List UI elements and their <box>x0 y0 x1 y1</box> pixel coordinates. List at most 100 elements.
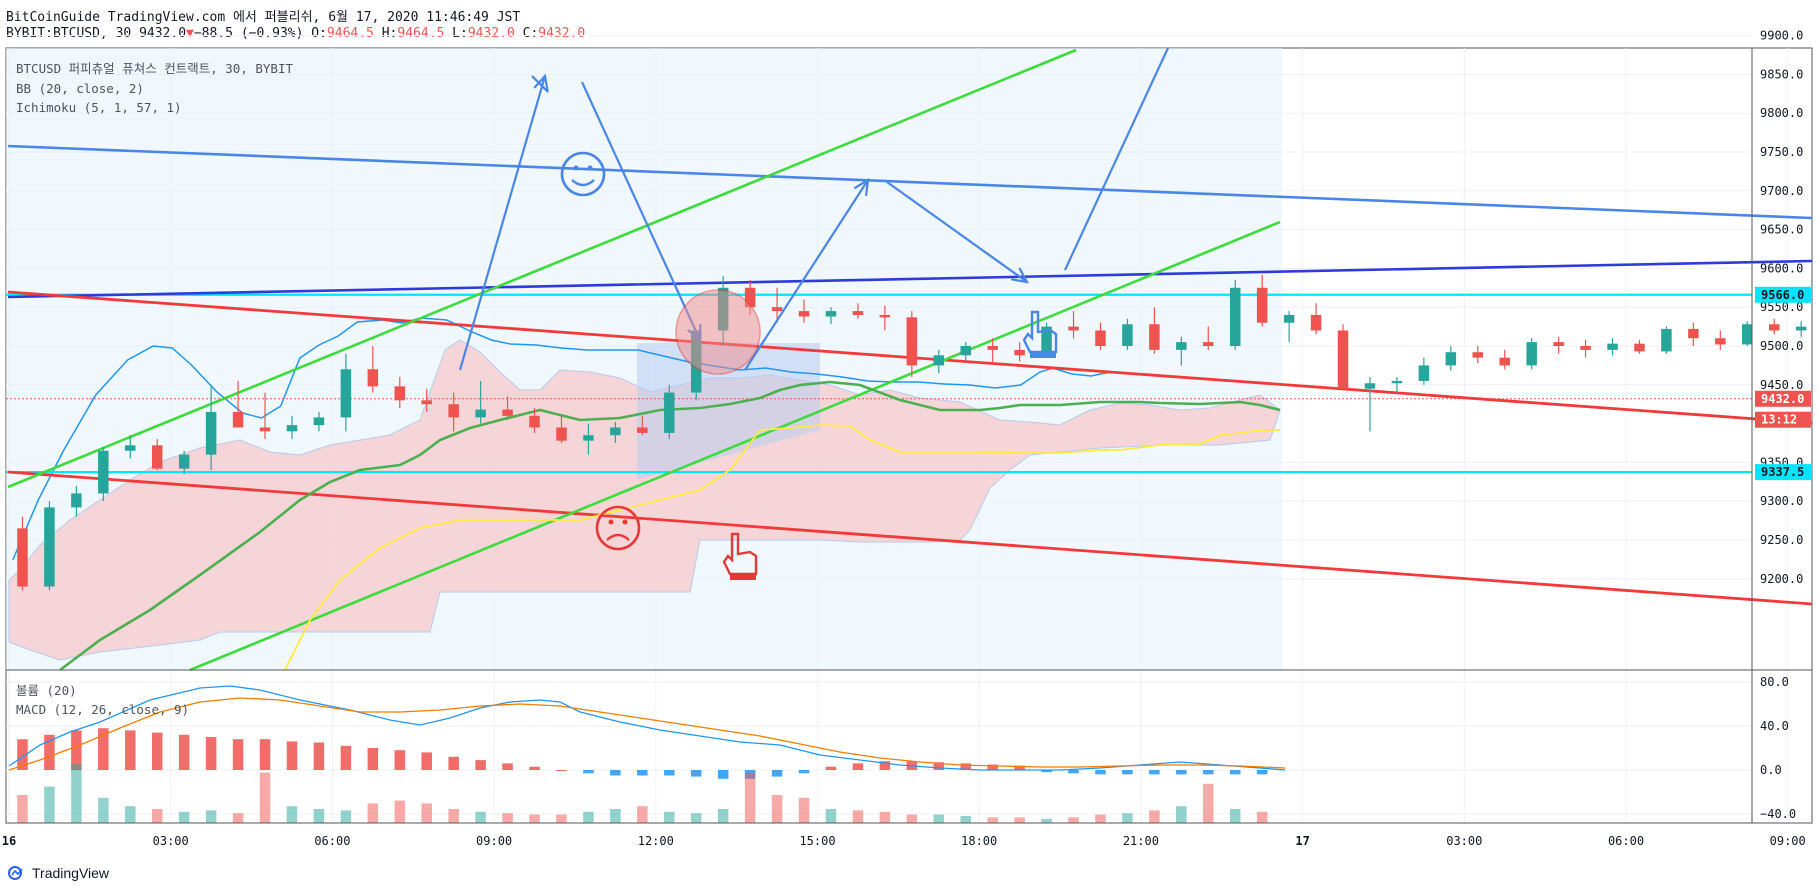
green-upper-line <box>7 48 1077 489</box>
candle-body <box>1041 326 1052 356</box>
volume-bar <box>690 813 702 823</box>
candle-body <box>394 386 406 401</box>
legend-volume: 볼륨 (20) <box>16 683 77 698</box>
candle-body <box>664 392 675 433</box>
candle-body <box>960 346 971 356</box>
candle-body <box>1364 383 1376 389</box>
time-tick-label: 21:00 <box>1123 834 1159 848</box>
price-badge-label: 13:12 <box>1761 413 1797 427</box>
candle-body <box>1768 324 1780 331</box>
volume-bar <box>1068 817 1079 823</box>
candle-body <box>1661 328 1672 352</box>
candle-body <box>1688 328 1699 339</box>
volume-bar <box>717 809 729 823</box>
ohlc-legend: BYBIT:BTCUSD, 30 9432.0▼−88.5 (−0.93%) O… <box>6 26 585 41</box>
price-axis[interactable]: 9900.0 9850.0 9800.0 9750.0 9700.0 9650.0 9600… <box>1755 29 1811 586</box>
volume-bar <box>933 814 945 823</box>
time-axis[interactable]: 16 03:00 06:00 09:00 12:00 15:00 18:00 21:00 17 0… <box>2 834 1818 848</box>
volume-bar <box>44 786 55 823</box>
macd-histogram-bar <box>717 770 729 779</box>
macd-histogram-bar <box>1203 770 1214 775</box>
chart-title: BitCoinGuide TradingView.com 에서 퍼블리쉬, 6월… <box>6 10 521 25</box>
macd-histogram-bar <box>610 770 621 776</box>
smiley-face-icon <box>560 151 606 197</box>
candle-body <box>286 425 298 432</box>
volume-bar <box>286 806 298 823</box>
price-tick-label: 9450.0 <box>1760 378 1803 392</box>
macd-histogram-bar <box>313 742 325 770</box>
candle-body <box>825 311 837 317</box>
time-tick-label: 09:00 <box>476 834 512 848</box>
volume-bar <box>1176 806 1187 823</box>
candle-body <box>1283 314 1295 323</box>
candle-body <box>906 317 918 366</box>
candle-body <box>1418 365 1430 381</box>
highlight-circle <box>675 289 761 375</box>
blue-channel-line <box>7 144 1813 220</box>
candle-body <box>421 400 432 405</box>
price-tick-label: 9900.0 <box>1760 29 1803 43</box>
volume-bar <box>1014 817 1025 823</box>
volume-bar <box>771 795 783 823</box>
volume-bar <box>744 772 756 823</box>
candle-body <box>1068 326 1079 331</box>
volume-macd-pane <box>8 685 1286 823</box>
candle-body <box>529 415 540 428</box>
up-arrow-1 <box>458 75 547 371</box>
macd-histogram-bar <box>1149 770 1160 775</box>
close-value: 9432.0 <box>538 26 586 41</box>
candle-body <box>1256 287 1268 323</box>
price-badge-label: 9337.5 <box>1761 465 1804 479</box>
candle-body <box>340 369 352 418</box>
candle-body <box>1742 324 1753 345</box>
candle-body <box>933 355 945 366</box>
time-tick-label: 16 <box>2 834 16 848</box>
candle-body <box>1229 287 1241 346</box>
ichimoku-lines <box>59 380 1281 672</box>
candle-body <box>71 493 82 508</box>
candle-body <box>44 507 55 587</box>
projected-cloud <box>637 343 820 480</box>
volume-bar <box>205 810 217 823</box>
price-tick-label: 9600.0 <box>1760 261 1803 275</box>
macd-axis[interactable]: 80.0 40.0 0.0 −40.0 <box>1760 675 1796 821</box>
macd-histogram-bar <box>1068 770 1079 774</box>
open-label: O: <box>311 26 327 41</box>
last-price: 9432.0 <box>139 26 187 41</box>
candle-body <box>1526 342 1537 366</box>
time-tick-label: 03:00 <box>1446 834 1482 848</box>
volume-bar <box>1095 814 1106 823</box>
candle-body <box>556 427 567 441</box>
candle-body <box>125 445 136 451</box>
navy-trend-line <box>7 259 1813 299</box>
time-tick-label: 06:00 <box>1608 834 1644 848</box>
volume-bar <box>1229 809 1241 823</box>
macd-histogram-bar <box>933 762 945 770</box>
candle-body <box>502 409 513 416</box>
candle-body <box>771 307 783 312</box>
macd-histogram-bar <box>987 764 998 770</box>
close-label: C: <box>522 26 539 41</box>
symbol: BYBIT:BTCUSD, 30 <box>6 26 132 41</box>
candle-body <box>448 404 459 418</box>
macd-histogram-bar <box>340 745 352 770</box>
tradingview-brand[interactable]: TradingView <box>8 865 109 881</box>
volume-bar <box>125 806 136 823</box>
volume-bar <box>798 797 810 823</box>
tradingview-logo-icon <box>8 866 23 880</box>
candle-body <box>1445 352 1457 366</box>
time-tick-label: 03:00 <box>153 834 189 848</box>
volume-bar <box>17 795 28 823</box>
macd-histogram-bar <box>367 748 379 770</box>
macd-histogram-bar <box>475 760 486 770</box>
down-arrow-2 <box>886 181 1028 283</box>
candle-body <box>1391 380 1403 384</box>
price-tick-label: 9700.0 <box>1760 184 1803 198</box>
time-tick-label: 06:00 <box>314 834 350 848</box>
candle-body <box>610 427 621 436</box>
volume-bar <box>1203 783 1214 823</box>
candle-body <box>637 427 648 433</box>
macd-histogram-bar <box>205 737 217 770</box>
macd-histogram-bar <box>1229 770 1241 775</box>
